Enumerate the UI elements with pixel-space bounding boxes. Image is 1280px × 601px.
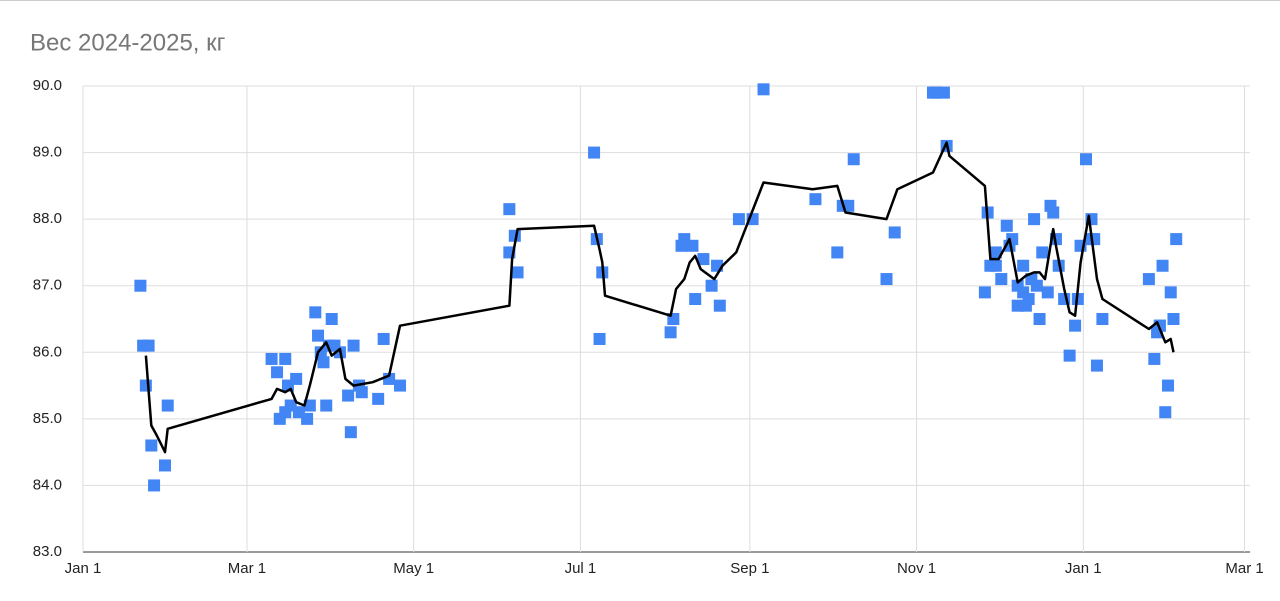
y-tick-label: 88.0: [33, 210, 62, 227]
x-tick-label: Jul 1: [565, 560, 597, 577]
marks: [134, 83, 1183, 492]
point: [1000, 219, 1013, 232]
point: [142, 339, 155, 352]
y-tick-label: 90.0: [33, 77, 62, 94]
point: [161, 399, 174, 412]
y-tick-label: 85.0: [33, 410, 62, 427]
point: [809, 193, 822, 206]
point: [1069, 319, 1082, 332]
x-tick-label: Jan 1: [1065, 560, 1102, 577]
x-tick-label: Mar 1: [1225, 560, 1263, 577]
point: [888, 226, 901, 239]
point: [588, 146, 601, 159]
y-tick-label: 89.0: [33, 144, 62, 161]
point: [1047, 206, 1060, 219]
point: [355, 386, 368, 399]
grid: 83.0 84.0 85.0 86.0 87.0 88.0 89.0 90.0 Jan 1 Mar…: [33, 77, 1264, 577]
point: [290, 372, 303, 385]
point: [1030, 279, 1043, 292]
point: [145, 439, 158, 452]
point: [757, 83, 770, 96]
point: [1080, 153, 1093, 166]
point: [978, 286, 991, 299]
point: [880, 273, 893, 286]
point: [1142, 273, 1155, 286]
point: [279, 352, 292, 365]
point: [309, 306, 322, 319]
point: [265, 352, 278, 365]
point: [1167, 313, 1180, 325]
point: [1090, 359, 1103, 372]
y-tick-label: 86.0: [33, 343, 62, 360]
point: [1096, 313, 1109, 325]
y-tick-label: 87.0: [33, 277, 62, 294]
point: [937, 86, 950, 99]
point: [511, 266, 524, 279]
point: [301, 412, 314, 425]
point: [713, 299, 726, 312]
point: [1028, 213, 1041, 226]
x-tick-label: Mar 1: [228, 560, 266, 577]
point: [847, 153, 860, 166]
point: [148, 479, 161, 492]
trend-line: [144, 141, 1175, 454]
point: [689, 293, 702, 306]
point: [325, 313, 338, 325]
point: [1017, 286, 1030, 299]
point: [1164, 286, 1177, 299]
point: [686, 239, 699, 252]
x-tick-label: Sep 1: [730, 560, 769, 577]
point: [134, 279, 147, 292]
point: [372, 392, 385, 405]
chart-title: Вес 2024-2025, кг: [30, 29, 226, 56]
point: [342, 389, 355, 402]
point: [732, 213, 745, 226]
point: [394, 379, 407, 392]
point: [1041, 286, 1054, 299]
x-tick-label: Nov 1: [897, 560, 936, 577]
point: [377, 332, 390, 345]
point: [1159, 406, 1172, 419]
point: [705, 279, 718, 292]
point: [989, 259, 1002, 272]
point: [1022, 293, 1035, 306]
point: [1063, 349, 1076, 362]
point: [989, 246, 1002, 259]
point: [1162, 379, 1175, 392]
point: [303, 399, 316, 412]
point: [1170, 233, 1183, 246]
y-tick-label: 84.0: [33, 476, 62, 493]
point: [831, 246, 844, 259]
point: [697, 253, 710, 266]
point: [139, 379, 152, 392]
point: [1036, 246, 1049, 259]
point: [344, 426, 357, 439]
point: [320, 399, 333, 412]
point: [312, 329, 325, 342]
x-tick-label: Jan 1: [65, 560, 102, 577]
point: [158, 459, 171, 472]
point: [995, 273, 1008, 286]
point: [593, 332, 606, 345]
point: [1017, 259, 1030, 272]
point: [347, 339, 360, 352]
point: [271, 366, 284, 379]
y-tick-label: 83.0: [33, 543, 62, 560]
x-tick-label: May 1: [393, 560, 434, 577]
point: [503, 203, 516, 216]
point: [664, 326, 677, 339]
point: [1148, 352, 1161, 365]
point: [1156, 259, 1169, 272]
point: [1033, 313, 1046, 325]
point: [317, 356, 330, 369]
